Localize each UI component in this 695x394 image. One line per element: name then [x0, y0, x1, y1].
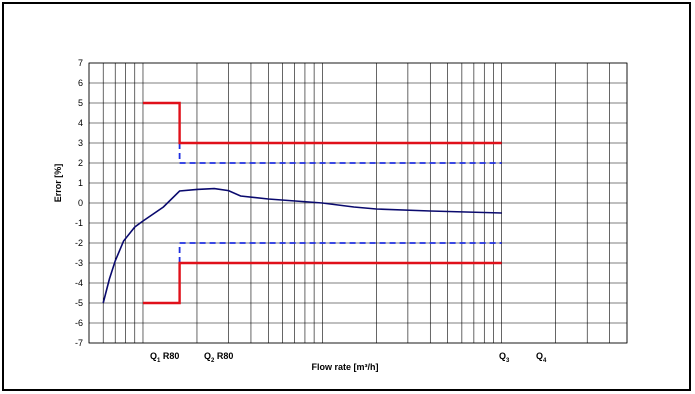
chart-frame: [2, 2, 691, 391]
x-tick-label: Q1 R80: [150, 351, 179, 364]
inner-lower-limit-line: [178, 242, 502, 263]
y-tick-label: -5: [75, 298, 83, 308]
y-tick-label: 3: [78, 138, 83, 148]
y-tick-label: 6: [78, 78, 83, 88]
y-tick-label: -7: [75, 338, 83, 348]
y-tick-label: 7: [78, 58, 83, 68]
plot-area-border: [88, 62, 628, 344]
y-tick-label: 0: [78, 198, 83, 208]
y-tick-label: 2: [78, 158, 83, 168]
x-tick-label: Q2 R80: [204, 351, 233, 364]
y-tick-label: 1: [78, 178, 83, 188]
mpe-upper-limit-line: [143, 101, 502, 145]
x-axis-label: Flow rate [m³/h]: [312, 362, 379, 372]
x-tick-label: Q3: [499, 351, 510, 364]
mpe-lower-limit-line: [143, 261, 502, 305]
y-tick-label: -1: [75, 218, 83, 228]
x-tick-label: Q4: [536, 351, 547, 364]
measured-error-line: [102, 187, 502, 304]
y-tick-label: 4: [78, 118, 83, 128]
series-layer: [102, 101, 502, 305]
grid: [88, 62, 628, 344]
y-tick-label: -3: [75, 258, 83, 268]
y-tick-label: 5: [78, 98, 83, 108]
tick-labels: 7 6 5 4 3 2 1 0 -1 -2 -3 -4 -5 -6 -7 Q1 R80 Q2 R80 Q3 Q4: [75, 58, 547, 364]
y-axis-label: Error [%]: [53, 164, 63, 203]
y-tick-label: -4: [75, 278, 83, 288]
y-tick-label: -2: [75, 238, 83, 248]
y-tick-label: -6: [75, 318, 83, 328]
inner-upper-limit-line: [178, 143, 502, 164]
